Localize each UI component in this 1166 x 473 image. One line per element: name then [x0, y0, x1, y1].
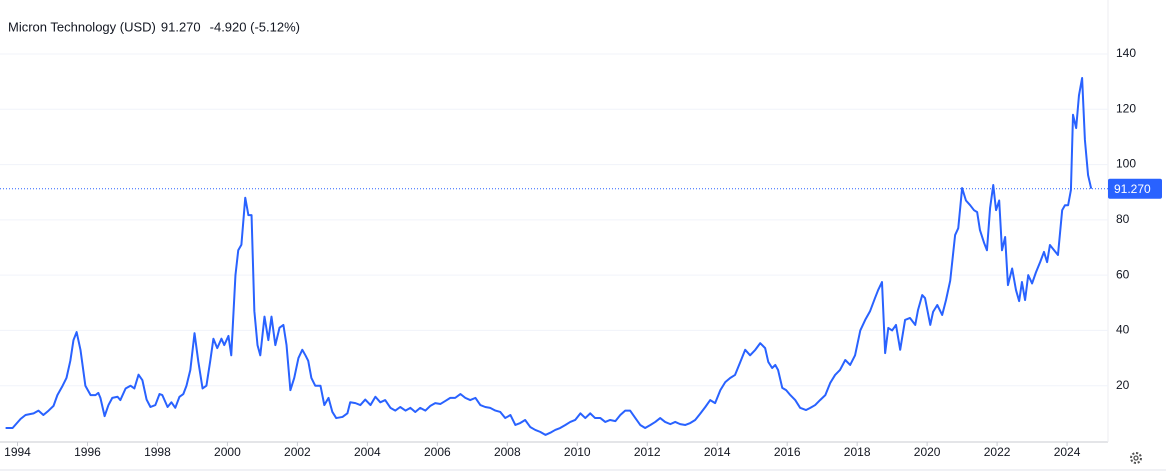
- x-tick-label: 1996: [74, 445, 101, 459]
- settings-icon[interactable]: [1130, 452, 1142, 464]
- x-tick-label: 2020: [914, 445, 941, 459]
- x-tick-label: 2014: [704, 445, 731, 459]
- x-tick-label: 2004: [354, 445, 381, 459]
- price-line: [5, 77, 1093, 436]
- x-tick-label: 1994: [4, 445, 31, 459]
- x-tick-label: 2018: [844, 445, 871, 459]
- last-price-label: 91.270: [1114, 182, 1151, 196]
- header-price: 91.270: [161, 19, 201, 34]
- chart-title: Micron Technology (USD): [8, 19, 156, 34]
- gear-teeth: [1130, 452, 1142, 464]
- x-tick-label: 2024: [1054, 445, 1081, 459]
- x-tick-label: 2016: [774, 445, 801, 459]
- x-tick-label: 1998: [144, 445, 171, 459]
- x-tick-label: 2006: [424, 445, 451, 459]
- header-change: -4.920 (-5.12%): [210, 19, 300, 34]
- x-tick-label: 2008: [494, 445, 521, 459]
- gear-hub: [1133, 455, 1139, 461]
- x-tick-label: 2002: [284, 445, 311, 459]
- y-tick-label: 80: [1116, 212, 1130, 226]
- x-tick-label: 2012: [634, 445, 661, 459]
- y-tick-label: 20: [1116, 378, 1130, 392]
- x-tick-label: 2010: [564, 445, 591, 459]
- y-tick-label: 140: [1116, 46, 1136, 60]
- x-tick-label: 2000: [214, 445, 241, 459]
- y-tick-label: 100: [1116, 157, 1136, 171]
- y-tick-label: 40: [1116, 323, 1130, 337]
- y-tick-label: 120: [1116, 101, 1136, 115]
- last-price-badge: [1108, 178, 1162, 199]
- x-tick-label: 2022: [984, 445, 1011, 459]
- y-tick-label: 60: [1116, 267, 1130, 281]
